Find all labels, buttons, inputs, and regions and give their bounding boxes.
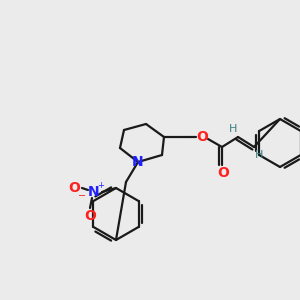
Text: N: N [132, 155, 144, 169]
Text: H: H [255, 150, 263, 160]
Text: O: O [84, 209, 96, 223]
Text: O: O [68, 181, 80, 195]
Text: O: O [217, 166, 229, 180]
Text: H: H [229, 124, 237, 134]
Text: +: + [98, 181, 104, 190]
Text: −: − [78, 191, 86, 201]
Text: O: O [196, 130, 208, 144]
Text: N: N [88, 185, 100, 199]
